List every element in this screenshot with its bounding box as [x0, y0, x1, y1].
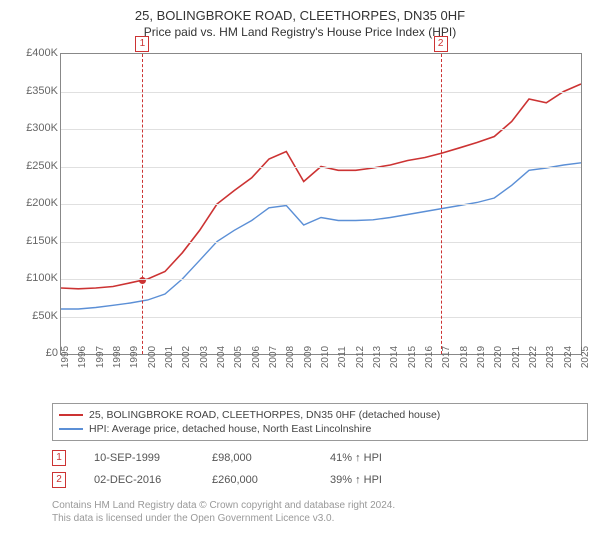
- gridline-h: [61, 242, 581, 243]
- series-line-hpi: [61, 163, 581, 309]
- series-line-property: [61, 84, 581, 289]
- xtick-label: 2007: [268, 346, 279, 368]
- page-subtitle: Price paid vs. HM Land Registry's House …: [0, 25, 600, 39]
- gridline-h: [61, 317, 581, 318]
- gridline-h: [61, 279, 581, 280]
- event-marker-box: 1: [135, 36, 149, 52]
- xtick-label: 2004: [216, 346, 227, 368]
- xtick-label: 2018: [459, 346, 470, 368]
- gridline-h: [61, 167, 581, 168]
- ytick-label: £250K: [12, 160, 58, 172]
- legend-row: 25, BOLINGBROKE ROAD, CLEETHORPES, DN35 …: [59, 408, 581, 422]
- x-axis-ticks: 1995199619971998199920002001200220032004…: [60, 355, 580, 403]
- ytick-label: £150K: [12, 235, 58, 247]
- ytick-label: £350K: [12, 85, 58, 97]
- xtick-label: 2000: [147, 346, 158, 368]
- price-chart: 12 1995199619971998199920002001200220032…: [10, 43, 590, 403]
- legend-swatch: [59, 414, 83, 416]
- event-price: £98,000: [212, 452, 302, 464]
- event-line: [441, 54, 442, 354]
- xtick-label: 2002: [181, 346, 192, 368]
- gridline-h: [61, 204, 581, 205]
- footer-attribution: Contains HM Land Registry data © Crown c…: [52, 499, 588, 525]
- xtick-label: 2019: [476, 346, 487, 368]
- xtick-label: 2025: [580, 346, 591, 368]
- event-delta: 39% ↑ HPI: [330, 474, 420, 486]
- xtick-label: 2011: [337, 346, 348, 368]
- ytick-label: £200K: [12, 197, 58, 209]
- xtick-label: 2016: [424, 346, 435, 368]
- xtick-label: 2006: [251, 346, 262, 368]
- event-date: 02-DEC-2016: [94, 474, 184, 486]
- xtick-label: 2023: [545, 346, 556, 368]
- xtick-label: 2008: [285, 346, 296, 368]
- xtick-label: 1997: [95, 346, 106, 368]
- xtick-label: 2014: [389, 346, 400, 368]
- xtick-label: 2013: [372, 346, 383, 368]
- xtick-label: 2001: [164, 346, 175, 368]
- legend-label: 25, BOLINGBROKE ROAD, CLEETHORPES, DN35 …: [89, 409, 440, 421]
- xtick-label: 1998: [112, 346, 123, 368]
- xtick-label: 2009: [303, 346, 314, 368]
- legend-row: HPI: Average price, detached house, Nort…: [59, 422, 581, 436]
- xtick-label: 2021: [511, 346, 522, 368]
- xtick-label: 2010: [320, 346, 331, 368]
- event-marker-box: 2: [434, 36, 448, 52]
- ytick-label: £0: [12, 347, 58, 359]
- event-date: 10-SEP-1999: [94, 452, 184, 464]
- event-price: £260,000: [212, 474, 302, 486]
- xtick-label: 2020: [493, 346, 504, 368]
- ytick-label: £300K: [12, 122, 58, 134]
- chart-legend: 25, BOLINGBROKE ROAD, CLEETHORPES, DN35 …: [52, 403, 588, 441]
- event-num-marker: 1: [52, 450, 66, 466]
- xtick-label: 2003: [199, 346, 210, 368]
- xtick-label: 2015: [407, 346, 418, 368]
- event-row: 1 10-SEP-1999 £98,000 41% ↑ HPI: [52, 447, 588, 469]
- gridline-h: [61, 129, 581, 130]
- footer-line-1: Contains HM Land Registry data © Crown c…: [52, 499, 588, 512]
- event-line: [142, 54, 143, 354]
- xtick-label: 1999: [129, 346, 140, 368]
- events-table: 1 10-SEP-1999 £98,000 41% ↑ HPI 2 02-DEC-2016…: [52, 447, 588, 491]
- xtick-label: 2024: [563, 346, 574, 368]
- event-num-marker: 2: [52, 472, 66, 488]
- ytick-label: £50K: [12, 310, 58, 322]
- xtick-label: 2005: [233, 346, 244, 368]
- footer-line-2: This data is licensed under the Open Gov…: [52, 512, 588, 525]
- page-title: 25, BOLINGBROKE ROAD, CLEETHORPES, DN35 …: [0, 8, 600, 23]
- xtick-label: 2022: [528, 346, 539, 368]
- xtick-label: 1995: [60, 346, 71, 368]
- gridline-h: [61, 92, 581, 93]
- xtick-label: 1996: [77, 346, 88, 368]
- event-row: 2 02-DEC-2016 £260,000 39% ↑ HPI: [52, 469, 588, 491]
- legend-label: HPI: Average price, detached house, Nort…: [89, 423, 371, 435]
- legend-swatch: [59, 428, 83, 430]
- event-delta: 41% ↑ HPI: [330, 452, 420, 464]
- xtick-label: 2012: [355, 346, 366, 368]
- xtick-label: 2017: [441, 346, 452, 368]
- ytick-label: £100K: [12, 272, 58, 284]
- ytick-label: £400K: [12, 47, 58, 59]
- plot-area: 12: [60, 53, 582, 355]
